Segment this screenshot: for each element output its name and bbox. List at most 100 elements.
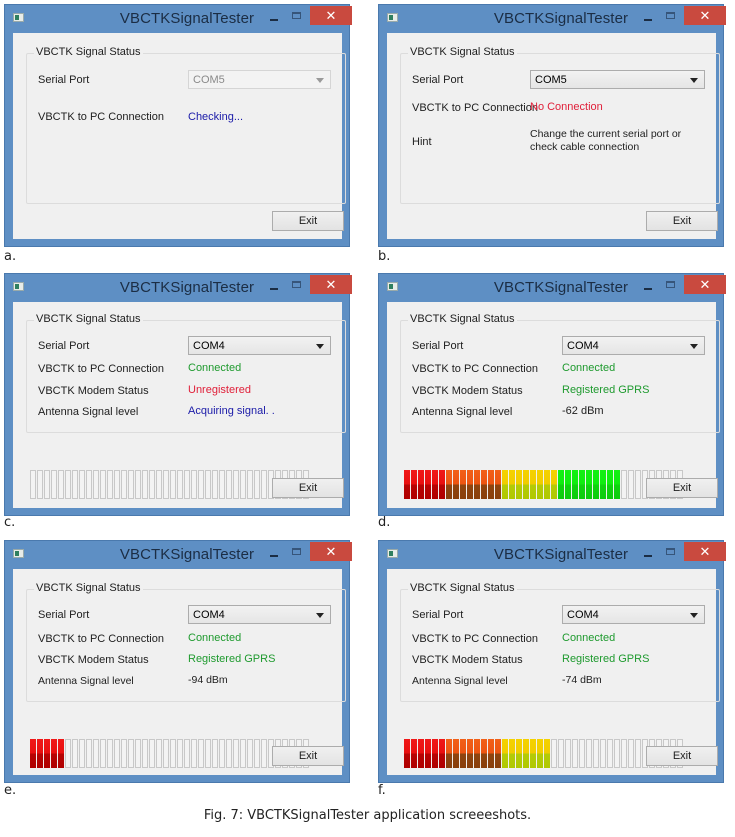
- signal-segment-empty: [240, 739, 246, 768]
- signal-segment-empty: [156, 739, 162, 768]
- maximize-icon[interactable]: [665, 11, 677, 21]
- minimize-icon[interactable]: [641, 12, 655, 24]
- minimize-icon[interactable]: [267, 548, 281, 560]
- signal-segment-empty: [240, 470, 246, 499]
- signal-segment-lit: [460, 739, 466, 768]
- maximize-icon[interactable]: [665, 280, 677, 290]
- signal-segment-lit: [411, 739, 417, 768]
- serial-port-label: Serial Port: [38, 340, 90, 352]
- title-bar[interactable]: VBCTKSignalTester ✕: [5, 274, 352, 301]
- signal-segment-empty: [93, 739, 99, 768]
- modem-status-label: VBCTK Modem Status: [38, 654, 149, 666]
- signal-segment-lit: [30, 739, 36, 768]
- chevron-down-icon: [690, 78, 698, 83]
- exit-button[interactable]: Exit: [272, 211, 344, 231]
- maximize-icon[interactable]: [291, 280, 303, 290]
- signal-segment-lit: [516, 739, 522, 768]
- modem-status: Registered GPRS: [562, 384, 650, 396]
- title-bar[interactable]: VBCTKSignalTester ✕: [379, 5, 726, 32]
- title-bar[interactable]: VBCTKSignalTester ✕: [5, 5, 352, 32]
- signal-segment-empty: [149, 739, 155, 768]
- group-title: VBCTK Signal Status: [408, 46, 517, 58]
- title-bar[interactable]: VBCTKSignalTester ✕: [379, 541, 726, 568]
- minimize-icon[interactable]: [641, 281, 655, 293]
- panel-label-c: c.: [4, 515, 16, 530]
- window-client-area: VBCTK Signal Status Serial Port COM4 VBC…: [387, 569, 720, 775]
- signal-segment-lit: [488, 739, 494, 768]
- close-icon[interactable]: ✕: [310, 275, 352, 294]
- close-icon[interactable]: ✕: [310, 542, 352, 561]
- minimize-icon[interactable]: [267, 12, 281, 24]
- serial-port-dropdown[interactable]: COM5: [530, 70, 705, 89]
- serial-port-dropdown[interactable]: COM4: [188, 605, 331, 624]
- signal-segment-empty: [219, 739, 225, 768]
- hint-text-line2: check cable connection: [530, 141, 640, 153]
- close-icon[interactable]: ✕: [310, 6, 352, 25]
- signal-segment-lit: [460, 470, 466, 499]
- signal-segment-empty: [142, 739, 148, 768]
- signal-segment-lit: [495, 470, 501, 499]
- signal-segment-lit: [439, 470, 445, 499]
- signal-status-group: VBCTK Signal Status Serial Port COM4 VBC…: [26, 582, 346, 702]
- connection-status: No Connection: [530, 101, 603, 113]
- signal-segment-lit: [453, 470, 459, 499]
- signal-segment-empty: [628, 470, 634, 499]
- exit-button[interactable]: Exit: [272, 746, 344, 766]
- signal-segment-empty: [37, 470, 43, 499]
- serial-port-value: COM5: [535, 74, 567, 86]
- screenshot-panel-b: VBCTKSignalTester ✕ VBCTK Signal Status …: [378, 4, 726, 247]
- signal-status-group: VBCTK Signal Status Serial Port COM5 VBC…: [400, 46, 720, 204]
- signal-segment-empty: [212, 470, 218, 499]
- close-icon[interactable]: ✕: [684, 6, 726, 25]
- signal-segment-empty: [233, 739, 239, 768]
- signal-segment-empty: [163, 739, 169, 768]
- serial-port-dropdown[interactable]: COM5: [188, 70, 331, 89]
- title-bar[interactable]: VBCTKSignalTester ✕: [379, 274, 726, 301]
- signal-segment-lit: [530, 739, 536, 768]
- signal-segment-empty: [205, 470, 211, 499]
- signal-segment-empty: [121, 470, 127, 499]
- signal-segment-lit: [579, 470, 585, 499]
- maximize-icon[interactable]: [291, 547, 303, 557]
- antenna-signal-value: Acquiring signal. .: [188, 405, 275, 417]
- exit-button[interactable]: Exit: [646, 746, 718, 766]
- close-icon[interactable]: ✕: [684, 275, 726, 294]
- signal-segment-empty: [247, 739, 253, 768]
- modem-status-label: VBCTK Modem Status: [38, 385, 149, 397]
- close-icon[interactable]: ✕: [684, 542, 726, 561]
- signal-segment-empty: [621, 470, 627, 499]
- signal-segment-lit: [439, 739, 445, 768]
- signal-segment-empty: [156, 470, 162, 499]
- modem-status: Unregistered: [188, 384, 251, 396]
- maximize-icon[interactable]: [291, 11, 303, 21]
- signal-segment-empty: [593, 739, 599, 768]
- connection-status: Connected: [562, 632, 616, 644]
- maximize-icon[interactable]: [665, 547, 677, 557]
- signal-segment-empty: [198, 739, 204, 768]
- serial-port-value: COM4: [567, 609, 599, 621]
- serial-port-dropdown[interactable]: COM4: [562, 336, 705, 355]
- signal-segment-empty: [100, 470, 106, 499]
- signal-segment-lit: [481, 470, 487, 499]
- exit-button[interactable]: Exit: [646, 211, 718, 231]
- signal-segment-lit: [502, 739, 508, 768]
- signal-segment-empty: [226, 470, 232, 499]
- serial-port-dropdown[interactable]: COM4: [188, 336, 331, 355]
- minimize-icon[interactable]: [641, 548, 655, 560]
- signal-segment-lit: [58, 739, 64, 768]
- app-icon: [387, 282, 398, 291]
- exit-button[interactable]: Exit: [272, 478, 344, 498]
- signal-segment-empty: [191, 470, 197, 499]
- title-bar[interactable]: VBCTKSignalTester ✕: [5, 541, 352, 568]
- minimize-icon[interactable]: [267, 281, 281, 293]
- hint-text-line1: Change the current serial port or: [530, 128, 682, 140]
- modem-status-label: VBCTK Modem Status: [412, 385, 523, 397]
- signal-status-group: VBCTK Signal Status Serial Port COM4 VBC…: [26, 313, 346, 433]
- window-title: VBCTKSignalTester: [493, 10, 629, 27]
- signal-segment-lit: [37, 739, 43, 768]
- signal-segment-lit: [404, 739, 410, 768]
- serial-port-label: Serial Port: [38, 74, 90, 86]
- hint-label: Hint: [412, 136, 432, 148]
- serial-port-dropdown[interactable]: COM4: [562, 605, 705, 624]
- exit-button[interactable]: Exit: [646, 478, 718, 498]
